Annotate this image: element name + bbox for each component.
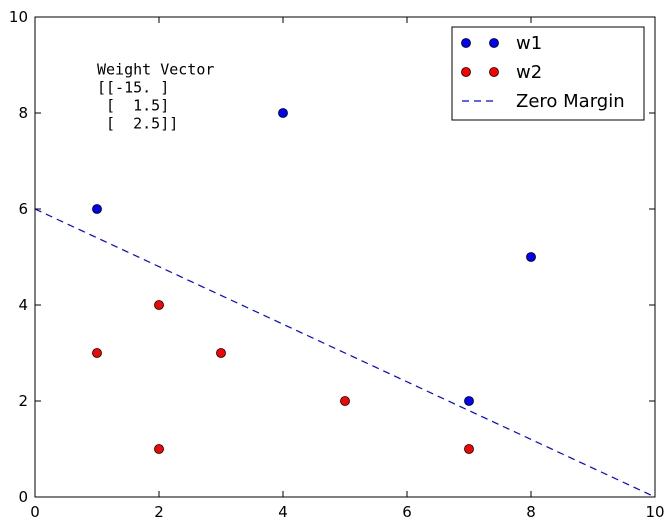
w2-point [92, 348, 102, 358]
y-tick-label: 10 [9, 8, 28, 26]
y-tick-label: 0 [18, 488, 28, 506]
legend: w1 w2 Zero Margin [451, 26, 645, 121]
w2-point [154, 300, 164, 310]
w1-point [464, 396, 474, 406]
legend-w2-marker-2 [489, 67, 499, 77]
y-tick-label: 6 [18, 200, 28, 218]
axes-frame [34, 16, 656, 498]
x-tick-label: 10 [645, 503, 664, 521]
annotation-line-4: [ 2.5]] [97, 115, 178, 133]
weight-vector-annotation: Weight Vector [[-15. ] [ 1.5] [ 2.5]] [97, 61, 214, 133]
y-tick-label: 4 [18, 296, 28, 314]
w1-point [92, 204, 102, 214]
x-tick-label: 4 [278, 503, 288, 521]
legend-w2-label: w2 [516, 62, 542, 83]
legend-w1-marker-2 [489, 38, 499, 48]
legend-w1-marker-1 [461, 38, 471, 48]
w2-point [340, 396, 350, 406]
w2-point [154, 444, 164, 454]
legend-w2-marker-1 [461, 67, 471, 77]
x-tick-label: 8 [526, 503, 536, 521]
w1-point [278, 108, 288, 118]
x-tick-label: 6 [402, 503, 412, 521]
legend-zero-margin-label: Zero Margin [516, 91, 625, 112]
axis-ticks: 0 2 4 6 8 10 0 2 4 6 8 10 [9, 8, 665, 521]
annotation-line-3: [ 1.5] [97, 97, 169, 115]
y-tick-label: 2 [18, 392, 28, 410]
legend-box [451, 26, 645, 121]
x-tick-label: 2 [154, 503, 164, 521]
annotation-line-2: [[-15. ] [97, 79, 169, 97]
plot-area [34, 108, 656, 498]
annotation-line-1: Weight Vector [97, 61, 214, 79]
w2-point [464, 444, 474, 454]
w1-point [526, 252, 536, 262]
x-tick-label: 0 [30, 503, 40, 521]
y-tick-label: 8 [18, 104, 28, 122]
w2-point [216, 348, 226, 358]
legend-w1-label: w1 [516, 33, 542, 54]
zero-margin-line [34, 208, 656, 498]
